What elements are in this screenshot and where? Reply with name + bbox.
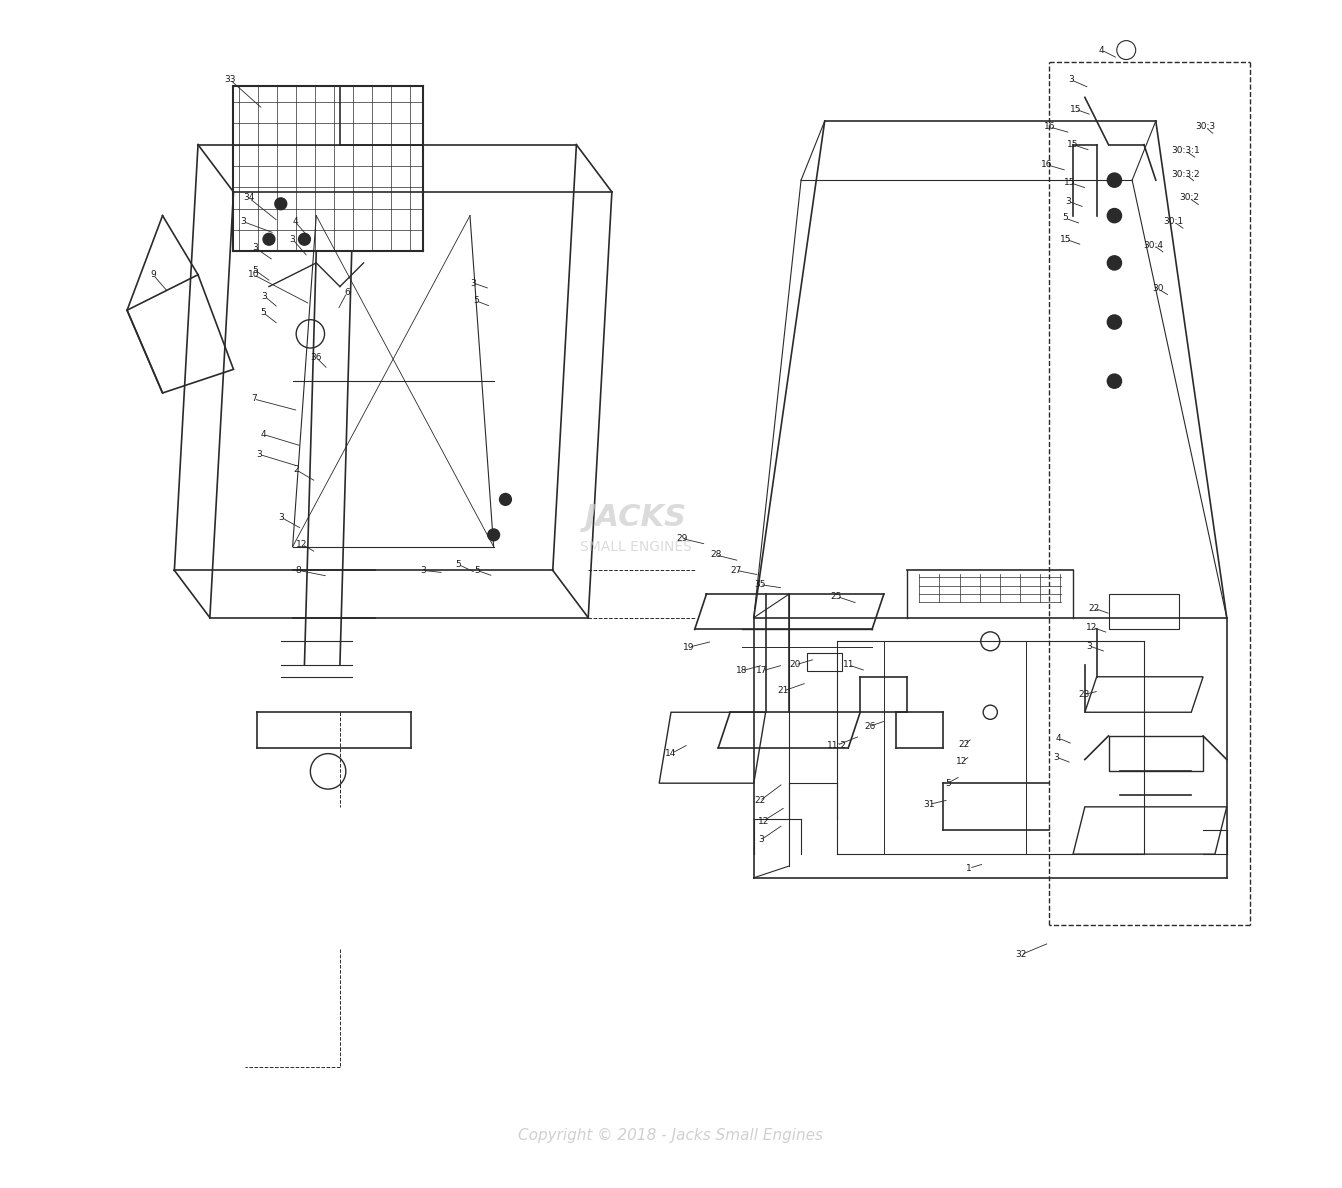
Text: 4: 4 — [260, 430, 266, 438]
Text: 6: 6 — [344, 287, 350, 297]
Text: 3: 3 — [1066, 197, 1071, 206]
Text: 30:4: 30:4 — [1143, 241, 1164, 249]
Text: 3: 3 — [471, 278, 476, 287]
Text: 31: 31 — [923, 800, 934, 809]
Text: 3: 3 — [1068, 75, 1074, 84]
Text: 19: 19 — [683, 643, 695, 652]
Text: 12: 12 — [297, 539, 307, 549]
Circle shape — [499, 493, 511, 505]
Text: 26: 26 — [864, 722, 875, 731]
Text: 33: 33 — [224, 75, 236, 84]
Circle shape — [487, 529, 499, 541]
Text: 28: 28 — [710, 550, 722, 560]
Text: 18: 18 — [737, 666, 747, 675]
Text: 30:1: 30:1 — [1164, 217, 1184, 226]
Text: 20: 20 — [789, 661, 801, 670]
Text: 4: 4 — [1099, 45, 1104, 55]
Text: 30:3: 30:3 — [1196, 122, 1216, 132]
Circle shape — [1107, 173, 1122, 188]
Text: 36: 36 — [310, 353, 322, 362]
Text: 3: 3 — [758, 835, 764, 845]
Text: 16: 16 — [1041, 160, 1052, 169]
Circle shape — [1107, 374, 1122, 388]
Text: 27: 27 — [730, 565, 742, 575]
Text: 22: 22 — [754, 796, 765, 805]
Text: 15: 15 — [1070, 105, 1082, 114]
Text: 30: 30 — [1153, 284, 1164, 293]
Text: 30:3:2: 30:3:2 — [1172, 170, 1200, 178]
Text: 17: 17 — [757, 666, 768, 675]
Text: 29: 29 — [676, 533, 687, 543]
Text: 5: 5 — [260, 308, 266, 317]
Text: 4: 4 — [293, 217, 298, 226]
Text: 7: 7 — [251, 394, 256, 404]
Text: 12: 12 — [957, 758, 968, 766]
Text: SMALL ENGINES: SMALL ENGINES — [580, 539, 691, 554]
Text: 8: 8 — [295, 565, 302, 575]
Text: 3: 3 — [290, 235, 295, 244]
Text: 25: 25 — [831, 592, 843, 601]
Text: 30:2: 30:2 — [1178, 194, 1198, 202]
Text: 10: 10 — [248, 270, 259, 279]
Text: 3: 3 — [1087, 642, 1092, 651]
Text: Copyright © 2018 - Jacks Small Engines: Copyright © 2018 - Jacks Small Engines — [518, 1129, 824, 1143]
Text: 30:3:1: 30:3:1 — [1172, 146, 1200, 156]
Text: JACKS: JACKS — [585, 503, 687, 532]
Text: 5: 5 — [474, 565, 480, 575]
Text: 34: 34 — [243, 194, 255, 202]
Text: 3: 3 — [262, 291, 267, 301]
Text: 16: 16 — [1044, 122, 1055, 132]
Text: 21: 21 — [777, 687, 789, 695]
Text: 3: 3 — [278, 513, 283, 522]
Text: 14: 14 — [666, 750, 676, 758]
Text: 1: 1 — [966, 864, 972, 873]
Text: 12: 12 — [757, 816, 769, 826]
Bar — [807, 653, 843, 671]
Text: 15: 15 — [1064, 178, 1075, 187]
Text: 15: 15 — [1067, 140, 1079, 150]
Text: 5: 5 — [945, 778, 950, 788]
Text: 3: 3 — [256, 450, 263, 459]
Text: 22: 22 — [1088, 604, 1100, 613]
Text: 2: 2 — [294, 466, 299, 474]
Text: 3: 3 — [240, 217, 246, 226]
Text: 3: 3 — [1053, 753, 1059, 762]
Circle shape — [1107, 209, 1122, 222]
Text: 32: 32 — [1016, 950, 1027, 959]
Text: 5: 5 — [252, 265, 258, 274]
Text: 15: 15 — [1060, 235, 1072, 244]
Text: 11: 11 — [843, 661, 854, 670]
Text: 5: 5 — [1062, 214, 1068, 222]
Text: 3: 3 — [420, 565, 425, 575]
Text: 11:2: 11:2 — [827, 741, 847, 750]
Text: 4: 4 — [1056, 734, 1062, 742]
Circle shape — [275, 198, 287, 210]
Circle shape — [1107, 255, 1122, 270]
Circle shape — [263, 233, 275, 245]
Text: 9: 9 — [150, 270, 156, 279]
Circle shape — [298, 233, 310, 245]
Text: 12: 12 — [1086, 623, 1098, 632]
Circle shape — [1107, 315, 1122, 329]
Text: 5: 5 — [455, 560, 462, 569]
Text: 3: 3 — [252, 244, 258, 252]
Text: 22: 22 — [958, 740, 970, 748]
Text: 5: 5 — [472, 296, 479, 305]
Text: 35: 35 — [754, 580, 765, 589]
Text: 23: 23 — [1078, 690, 1090, 699]
